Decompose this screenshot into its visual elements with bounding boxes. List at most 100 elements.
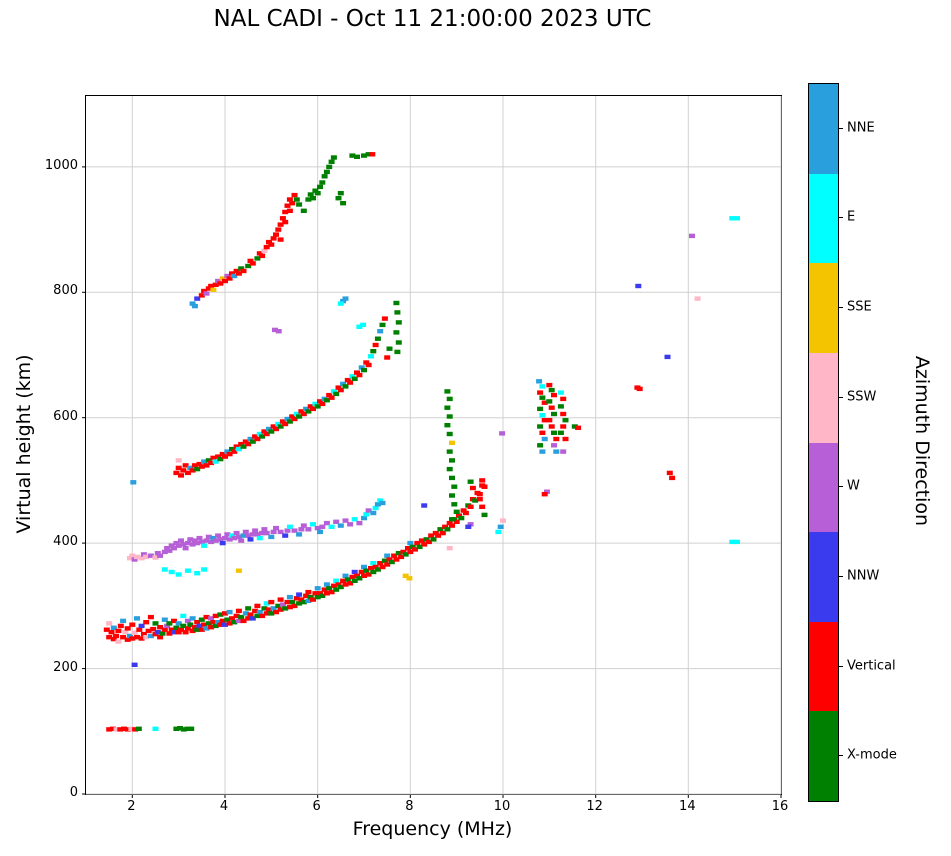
data-point-W — [184, 540, 191, 546]
data-point-X-mode — [245, 606, 252, 611]
data-point-X-mode — [537, 424, 544, 429]
data-point-X-mode — [446, 396, 453, 402]
data-point-Vertical — [259, 253, 266, 259]
data-point-Vertical — [150, 626, 157, 632]
data-point-Vertical — [449, 523, 455, 528]
data-point-Vertical — [342, 582, 349, 587]
data-point-X-mode — [349, 153, 356, 158]
x-tick-label: 6 — [312, 799, 321, 814]
data-point-Vertical — [291, 603, 298, 609]
data-point-NNE — [296, 532, 303, 537]
data-point-X-mode — [351, 578, 358, 583]
data-point-Vertical — [212, 613, 219, 619]
data-point-X-mode — [300, 599, 307, 605]
data-point-X-mode — [173, 625, 180, 630]
data-point-X-mode — [184, 726, 191, 731]
data-point-Vertical — [669, 475, 676, 481]
data-point-X-mode — [363, 568, 370, 573]
data-point-X-mode — [314, 404, 321, 409]
data-point-SSE — [449, 440, 455, 445]
data-point-NNE — [361, 564, 367, 570]
colorbar-segment-NNE — [809, 84, 838, 174]
data-point-E — [212, 459, 219, 464]
data-point-Vertical — [479, 504, 486, 509]
data-point-W — [551, 443, 557, 448]
data-point-SSW — [143, 554, 150, 560]
data-point-X-mode — [444, 389, 451, 394]
data-point-Vertical — [235, 271, 242, 276]
data-point-X-mode — [333, 391, 340, 397]
data-point-Vertical — [245, 616, 252, 621]
data-point-W — [560, 449, 567, 454]
data-point-Vertical — [270, 424, 277, 429]
data-point-X-mode — [449, 493, 455, 498]
data-point-Vertical — [439, 530, 446, 536]
data-point-Vertical — [548, 424, 555, 429]
data-point-Vertical — [143, 620, 150, 625]
y-tick-label: 200 — [53, 659, 78, 675]
data-point-Vertical — [145, 628, 152, 634]
data-point-NNW — [421, 503, 428, 508]
data-point-Vertical — [442, 524, 449, 529]
data-point-Vertical — [469, 485, 476, 491]
data-point-X-mode — [537, 406, 544, 412]
data-point-X-mode — [451, 502, 458, 507]
data-point-X-mode — [231, 620, 238, 625]
data-point-X-mode — [449, 458, 455, 463]
data-point-X-mode — [388, 559, 395, 565]
data-point-W — [203, 291, 210, 296]
data-point-E — [360, 322, 367, 328]
data-point-E — [356, 324, 363, 329]
data-point-E — [286, 524, 293, 529]
data-point-X-mode — [310, 196, 316, 201]
x-tick-label: 4 — [219, 799, 229, 814]
data-point-W — [298, 527, 305, 532]
data-point-E — [180, 613, 187, 619]
data-point-NNW — [635, 283, 642, 289]
data-point-E — [729, 216, 736, 221]
colorbar-label-E: E — [847, 209, 856, 225]
data-point-W — [168, 543, 175, 548]
data-point-NNE — [370, 510, 377, 516]
data-point-X-mode — [446, 414, 453, 419]
data-point-NNE — [240, 533, 247, 538]
data-point-W — [205, 534, 212, 540]
data-point-X-mode — [571, 424, 578, 429]
data-point-Vertical — [210, 620, 217, 625]
data-point-W — [279, 602, 286, 607]
data-point-NNW — [664, 354, 671, 360]
data-point-X-mode — [361, 153, 367, 158]
colorbar-segment-W — [809, 442, 838, 533]
data-point-W — [208, 539, 215, 545]
data-point-Vertical — [372, 564, 379, 570]
data-point-E — [152, 726, 159, 731]
data-point-W — [235, 534, 242, 540]
data-point-E — [539, 413, 546, 418]
data-point-Vertical — [340, 578, 347, 583]
data-point-W — [187, 537, 194, 542]
data-point-Vertical — [636, 386, 643, 392]
data-point-Vertical — [115, 628, 122, 634]
data-point-SSW — [131, 630, 138, 635]
data-point-X-mode — [159, 631, 166, 636]
data-point-Vertical — [113, 633, 120, 639]
data-point-E — [734, 216, 740, 221]
data-point-SSW — [143, 635, 150, 640]
data-point-Vertical — [226, 621, 233, 626]
data-point-X-mode — [152, 621, 159, 626]
data-point-X-mode — [361, 367, 367, 373]
data-point-Vertical — [282, 219, 289, 225]
data-point-W — [171, 546, 177, 551]
data-point-E — [351, 517, 358, 522]
data-point-SSW — [175, 458, 182, 463]
data-point-Vertical — [548, 405, 555, 410]
data-point-X-mode — [393, 300, 400, 306]
data-point-Vertical — [203, 614, 210, 620]
data-point-X-mode — [326, 586, 333, 591]
data-point-Vertical — [386, 557, 393, 562]
data-point-Vertical — [233, 444, 240, 449]
data-point-NNE — [120, 618, 127, 624]
data-point-X-mode — [212, 623, 219, 629]
data-point-X-mode — [394, 349, 401, 355]
data-point-SSW — [128, 726, 135, 731]
